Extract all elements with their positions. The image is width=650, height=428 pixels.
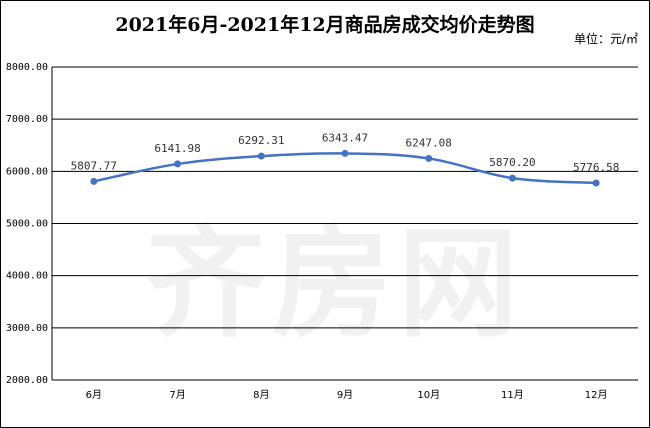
watermark: 齐房网 <box>146 215 524 354</box>
data-point <box>341 149 349 157</box>
data-point <box>257 152 265 160</box>
chart-title: 2021年6月-2021年12月商品房成交均价走势图 <box>115 14 535 36</box>
y-axis-ticks: 2000.00 3000.00 4000.00 5000.00 6000.00 7000.… <box>6 62 48 386</box>
y-tick-label: 6000.00 <box>6 166 48 177</box>
data-label: 5807.77 <box>71 159 117 172</box>
x-tick-label: 9月 <box>337 389 353 401</box>
y-tick-label: 8000.00 <box>6 62 48 73</box>
x-tick-label: 8月 <box>253 389 269 401</box>
data-point <box>174 160 182 168</box>
x-tick-label: 7月 <box>169 389 185 401</box>
y-tick-label: 3000.00 <box>6 323 48 334</box>
data-label: 6343.47 <box>322 131 368 144</box>
data-point <box>592 179 600 187</box>
data-point <box>90 177 98 185</box>
y-tick-label: 5000.00 <box>6 219 48 230</box>
y-tick-label: 2000.00 <box>6 375 48 386</box>
data-label: 6247.08 <box>406 136 452 149</box>
x-tick-label: 10月 <box>417 389 440 401</box>
x-tick-label: 12月 <box>585 389 608 401</box>
data-label: 5870.20 <box>489 156 535 169</box>
data-points <box>90 149 600 187</box>
data-label: 6141.98 <box>154 142 200 155</box>
data-point <box>508 174 516 182</box>
y-tick-label: 7000.00 <box>6 114 48 125</box>
x-tick-label: 6月 <box>86 389 102 401</box>
data-labels: 5807.77 6141.98 6292.31 6343.47 6247.08 5870.… <box>71 131 620 174</box>
grid-lines <box>51 66 638 381</box>
data-point <box>425 154 433 162</box>
x-axis-ticks: 6月 7月 8月 9月 10月 11月 12月 <box>86 389 608 401</box>
y-tick-label: 4000.00 <box>6 271 48 282</box>
data-label: 6292.31 <box>238 134 284 147</box>
x-tick-label: 11月 <box>501 389 524 401</box>
unit-label: 单位：元/㎡ <box>573 32 638 46</box>
data-label: 5776.58 <box>573 161 619 174</box>
